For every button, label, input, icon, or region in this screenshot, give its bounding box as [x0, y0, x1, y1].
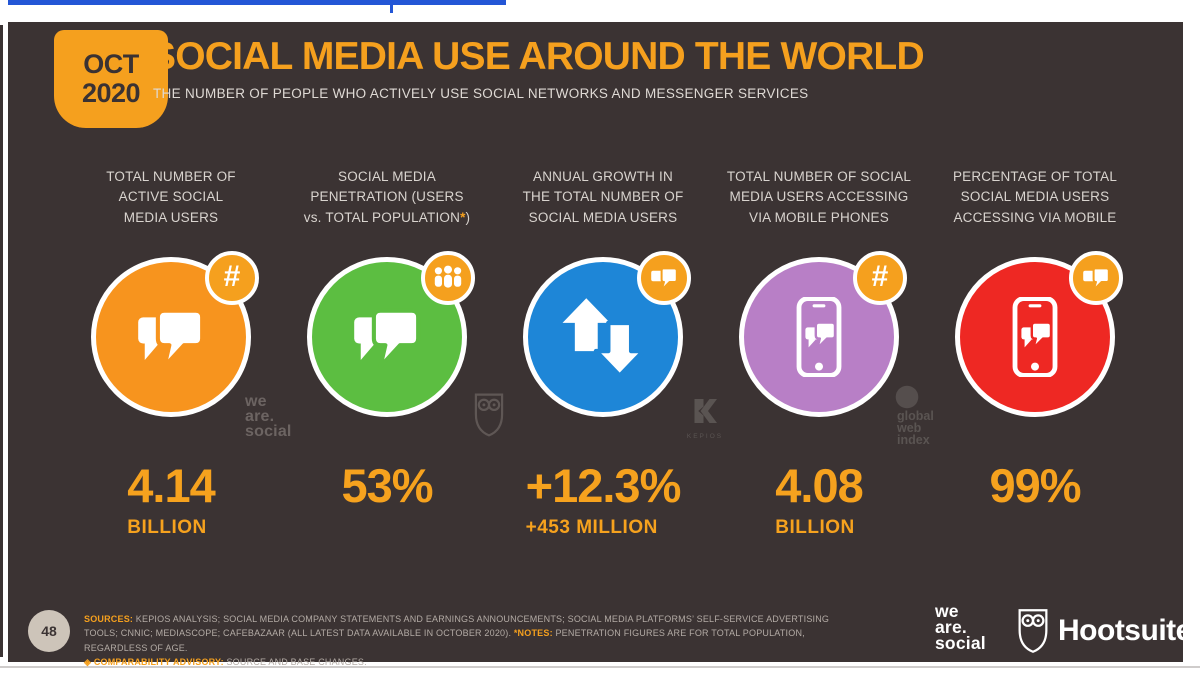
sources-line: SOURCES: KEPIOS ANALYSIS; SOCIAL MEDIA C…	[84, 612, 862, 655]
watermark-line: we	[245, 393, 267, 410]
label-line: TOTAL NUMBER OF	[106, 169, 236, 184]
metric-label: ANNUAL GROWTH IN THE TOTAL NUMBER OF SOC…	[523, 167, 684, 245]
hash-badge-icon: #	[853, 251, 907, 305]
advisory-label: COMPARABILITY ADVISORY:	[91, 657, 224, 668]
people-badge-icon	[421, 251, 475, 305]
page-number-badge: 48	[28, 610, 70, 652]
sources-body: KEPIOS ANALYSIS; SOCIAL MEDIA COMPANY ST…	[84, 614, 830, 639]
stat-value: 4.08	[775, 459, 863, 512]
left-edge-strip	[0, 25, 3, 657]
stat-value: 4.14	[127, 459, 215, 512]
icon-circle	[523, 251, 691, 417]
globalwebindex-watermark: global web index	[891, 384, 934, 447]
label-line: ANNUAL GROWTH IN	[533, 169, 673, 184]
metric-column-mobile-users: TOTAL NUMBER OF SOCIAL MEDIA USERS ACCES…	[711, 167, 927, 539]
logo-line: are.	[935, 617, 967, 638]
label-line: ACTIVE SOCIAL	[118, 189, 224, 205]
globalwebindex-label: global web index	[897, 409, 934, 447]
metric-label: SOCIAL MEDIA PENETRATION (USERS vs. TOTA…	[304, 167, 470, 245]
stat-block: +12.3% +453 MILLION	[525, 459, 682, 539]
icon-circle	[955, 251, 1123, 417]
label-line: VIA MOBILE PHONES	[749, 209, 889, 225]
metric-columns: TOTAL NUMBER OF ACTIVE SOCIAL MEDIA USER…	[63, 167, 1143, 539]
watermark-line: index	[897, 432, 930, 447]
stat-sub-label: BILLION	[127, 517, 207, 539]
stat-block: 99%	[989, 459, 1081, 517]
label-line: SOCIAL MEDIA USERS	[528, 209, 678, 225]
advisory-body: SOURCE AND BASE CHANGES.	[223, 657, 367, 668]
watermark-line: social	[245, 423, 292, 441]
kepios-label: KEPIOS	[686, 433, 724, 440]
bottom-divider	[0, 666, 1200, 668]
watermark-line: are.	[245, 408, 275, 426]
hootsuite-owl-watermark-icon	[473, 392, 505, 443]
label-line: ACCESSING VIA MOBILE	[953, 209, 1117, 225]
label-line: MEDIA USERS ACCESSING	[729, 189, 909, 205]
label-line: SOCIAL MEDIA USERS	[960, 189, 1110, 205]
watermark-line: global	[897, 409, 934, 423]
metric-column-mobile-percentage: PERCENTAGE OF TOTAL SOCIAL MEDIA USERS A…	[927, 167, 1143, 539]
link-underline-tick	[390, 0, 393, 13]
hootsuite-owl-icon	[1018, 609, 1048, 653]
page-subtitle: THE NUMBER OF PEOPLE WHO ACTIVELY USE SO…	[153, 86, 809, 101]
slide: OCT 2020 SOCIAL MEDIA USE AROUND THE WOR…	[8, 22, 1199, 667]
logo-line: we	[935, 601, 959, 621]
chat-bubbles-icon	[91, 257, 251, 417]
label-line: PERCENTAGE OF TOTAL	[952, 169, 1118, 184]
hash-badge-icon: #	[205, 251, 259, 305]
stat-sub-label: +453 MILLION	[525, 517, 658, 539]
label-line: TOTAL NUMBER OF SOCIAL	[726, 169, 912, 184]
advisory-diamond-icon: ◈	[84, 657, 92, 668]
icon-circle: #	[739, 251, 907, 417]
footnote-asterisk: *	[460, 209, 466, 225]
sources-notes-text: SOURCES: KEPIOS ANALYSIS; SOCIAL MEDIA C…	[84, 612, 862, 670]
kepios-watermark: KEPIOS	[684, 396, 726, 440]
stat-value: 99%	[989, 459, 1081, 512]
hash-glyph: #	[871, 260, 889, 293]
metric-label: PERCENTAGE OF TOTAL SOCIAL MEDIA USERS A…	[953, 167, 1117, 245]
hootsuite-logo: Hootsuite®	[1015, 608, 1199, 654]
chat-bubbles-badge-icon	[637, 251, 691, 305]
label-line: PENETRATION (USERS	[310, 189, 464, 205]
icon-circle	[307, 251, 475, 417]
page-title: SOCIAL MEDIA USE AROUND THE WORLD	[150, 35, 925, 78]
date-badge: OCT 2020	[54, 30, 168, 128]
label-line: SOCIAL MEDIA	[338, 169, 436, 184]
we-are-social-watermark: we are. social	[245, 394, 292, 440]
label-line: MEDIA USERS	[123, 209, 219, 225]
stat-sub-label: BILLION	[775, 517, 855, 539]
registered-mark: ®	[1191, 621, 1199, 632]
globe-icon	[895, 385, 919, 409]
stat-value: +12.3%	[525, 459, 682, 512]
sources-label: SOURCES:	[84, 614, 134, 624]
date-year: 2020	[81, 78, 141, 108]
we-are-social-logo: we are. social	[935, 601, 986, 654]
advisory-line: ◈ COMPARABILITY ADVISORY: SOURCE AND BAS…	[84, 655, 862, 669]
label-line: THE TOTAL NUMBER OF	[522, 189, 684, 205]
metric-column-active-users: TOTAL NUMBER OF ACTIVE SOCIAL MEDIA USER…	[63, 167, 279, 539]
notes-label: *NOTES:	[513, 628, 553, 639]
stat-block: 53%	[341, 459, 433, 517]
date-month: OCT	[83, 48, 139, 79]
metric-label: TOTAL NUMBER OF SOCIAL MEDIA USERS ACCES…	[727, 167, 911, 245]
kepios-logo-icon	[694, 399, 717, 423]
stat-block: 4.14 BILLION	[127, 459, 215, 539]
label-line: vs. TOTAL POPULATION	[303, 209, 461, 225]
metric-column-penetration: SOCIAL MEDIA PENETRATION (USERS vs. TOTA…	[279, 167, 495, 539]
logo-line: social	[935, 633, 986, 654]
chat-bubbles-badge-icon	[1069, 251, 1123, 305]
link-underline[interactable]	[8, 0, 506, 5]
icon-circle: #	[91, 251, 259, 417]
notes-body: PENETRATION FIGURES ARE FOR TOTAL POPULA…	[84, 628, 805, 653]
hootsuite-name: Hootsuite	[1058, 614, 1192, 647]
metric-label: TOTAL NUMBER OF ACTIVE SOCIAL MEDIA USER…	[106, 167, 236, 245]
hootsuite-wordmark: Hootsuite®	[1058, 614, 1199, 648]
stat-value: 53%	[341, 459, 433, 512]
watermark-line: web	[897, 420, 922, 435]
hash-glyph: #	[223, 260, 241, 293]
label-line: )	[465, 209, 471, 225]
metric-column-annual-growth: ANNUAL GROWTH IN THE TOTAL NUMBER OF SOC…	[495, 167, 711, 539]
stat-block: 4.08 BILLION	[775, 459, 863, 539]
